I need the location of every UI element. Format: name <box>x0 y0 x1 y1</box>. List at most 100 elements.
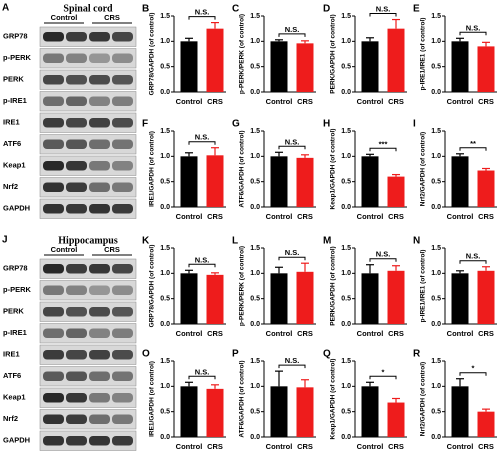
blot-band <box>89 118 110 128</box>
blot-strip <box>39 344 137 365</box>
y-axis-label: Keap1/GAPDH (of control) <box>330 129 337 210</box>
y-tick-label: 0.5 <box>341 409 351 416</box>
blot-row-label: p-PERK <box>3 53 32 62</box>
x-tick-label: Control <box>176 442 203 451</box>
blot-row-label: ATF6 <box>3 371 21 380</box>
y-tick-label: 0.0 <box>160 204 170 211</box>
blot-band <box>43 75 64 85</box>
y-tick-label: 1.0 <box>431 38 441 45</box>
y-tick-label: 0.0 <box>250 321 260 328</box>
blot-row-label: ATF6 <box>3 139 21 148</box>
y-tick-label: 0.5 <box>431 179 441 186</box>
x-tick-label: Control <box>176 212 203 221</box>
blot-band <box>66 414 87 424</box>
x-tick-label: CRS <box>207 212 223 221</box>
bar <box>206 388 224 437</box>
bar <box>387 270 405 324</box>
blot-band <box>66 32 87 42</box>
y-axis-label: Nrf2/GAPDH (of control) <box>420 132 427 206</box>
significance-bracket <box>459 260 487 264</box>
blot-band <box>66 307 87 317</box>
x-tick-label: CRS <box>297 442 313 451</box>
blot-strip <box>39 91 137 112</box>
blot-band <box>66 53 87 63</box>
y-tick-label: 1.0 <box>160 38 170 45</box>
bar <box>361 386 379 437</box>
y-axis-label: p-PERK/PERK (of control) <box>239 246 246 326</box>
x-tick-label: CRS <box>207 442 223 451</box>
panel-letter: I <box>413 119 416 130</box>
panel-letter: K <box>142 236 150 247</box>
y-tick-label: 0.5 <box>250 409 260 416</box>
bar <box>361 273 379 324</box>
bar <box>206 155 224 207</box>
blot-band <box>66 75 87 85</box>
y-tick-label: 1.5 <box>250 13 260 20</box>
y-tick-label: 0.5 <box>431 64 441 71</box>
significance-bracket <box>188 263 216 268</box>
blot-band <box>89 285 110 295</box>
group-label: Control <box>51 245 78 254</box>
y-axis-label: p-PERK/PERK (of control) <box>239 14 246 94</box>
y-axis-label: GRP78/GAPDH (of control) <box>149 245 156 328</box>
significance-bracket <box>188 141 216 145</box>
blot-band <box>66 436 87 446</box>
y-tick-label: 0.0 <box>431 89 441 96</box>
blot-band <box>112 118 133 128</box>
blot-band <box>66 118 87 128</box>
bar <box>270 386 288 437</box>
x-tick-label: CRS <box>207 329 223 338</box>
blot-band <box>66 371 87 381</box>
blot-title: Hippocampus <box>58 235 118 246</box>
y-axis-label: ATF6/GAPDH (of control) <box>239 130 246 207</box>
y-axis-label: IRE1/GAPDH (of control) <box>149 131 156 207</box>
blot-band <box>112 414 133 424</box>
bar <box>296 43 314 92</box>
blot-band <box>112 350 133 360</box>
significance-bracket <box>369 375 397 380</box>
panel-letter: P <box>232 349 239 360</box>
blot-band <box>43 32 64 42</box>
significance-label: N.S. <box>195 133 210 142</box>
blot-band <box>43 328 64 338</box>
blot-strip <box>39 258 137 279</box>
blot-strip <box>39 430 137 451</box>
blot-band <box>89 204 110 214</box>
bar <box>270 156 288 207</box>
blot-band <box>89 139 110 149</box>
x-tick-label: Control <box>266 442 293 451</box>
group-label: Control <box>51 13 78 22</box>
x-tick-label: CRS <box>478 329 494 338</box>
blot-row-label: GAPDH <box>3 204 30 213</box>
x-tick-label: CRS <box>388 442 404 451</box>
panel-letter: R <box>413 349 421 360</box>
blot-row-label: p-IRE1 <box>3 96 27 105</box>
blot-band <box>112 75 133 85</box>
blot-band <box>112 328 133 338</box>
x-tick-label: Control <box>266 97 293 106</box>
y-tick-label: 0.5 <box>250 296 260 303</box>
blot-strip <box>39 366 137 387</box>
blot-band <box>112 161 133 171</box>
blot-row-label: GRP78 <box>3 264 28 273</box>
y-tick-label: 0.5 <box>341 179 351 186</box>
blot-band <box>89 393 110 403</box>
y-tick-label: 1.5 <box>431 245 441 252</box>
y-tick-label: 0.0 <box>341 434 351 441</box>
bar <box>361 156 379 207</box>
bar <box>477 170 495 207</box>
blot-title: Spinal cord <box>63 3 113 14</box>
y-tick-label: 1.5 <box>431 13 441 20</box>
panel-letter: F <box>142 119 148 130</box>
blot-row-label: Keap1 <box>3 161 26 170</box>
blot-band <box>66 264 87 274</box>
y-tick-label: 0.5 <box>431 296 441 303</box>
x-tick-label: Control <box>447 212 474 221</box>
blot-row-label: IRE1 <box>3 118 20 127</box>
group-label: CRS <box>104 13 120 22</box>
blot-band <box>89 414 110 424</box>
blot-strip <box>39 48 137 69</box>
significance-label: N.S. <box>195 8 210 17</box>
significance-label: N.S. <box>285 356 300 365</box>
